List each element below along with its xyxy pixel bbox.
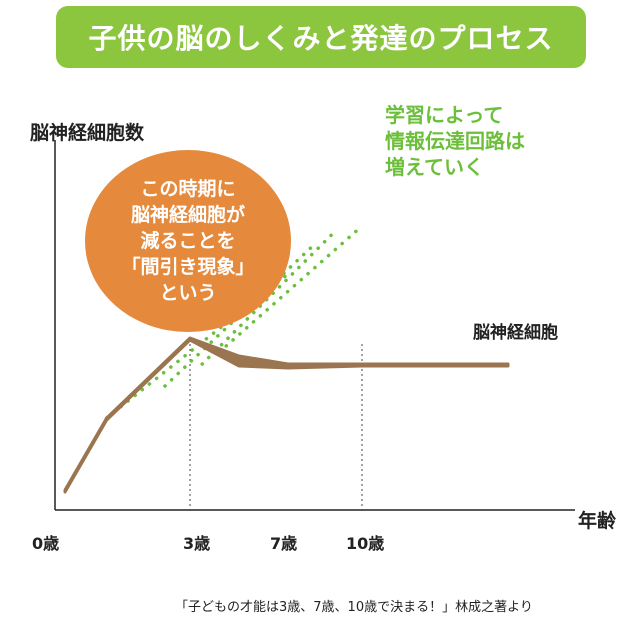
x-tick-3: 3歳 xyxy=(183,534,211,553)
title-banner: 子供の脳のしくみと発達のプロセス xyxy=(56,6,586,68)
callout-line-1: この時期に xyxy=(140,178,236,200)
x-tick-7: 7歳 xyxy=(270,534,298,553)
x-tick-0: 0歳 xyxy=(32,534,60,553)
y-axis-label: 脳神経細胞数 xyxy=(30,122,145,144)
source-citation: 「子どもの才能は3歳、7歳、10歳で決まる！」林成之著より xyxy=(175,600,533,615)
x-axis-label: 年齢 xyxy=(578,510,617,532)
x-tick-10: 10歳 xyxy=(346,534,385,553)
growth-line-2: 情報伝達回路は xyxy=(385,129,525,153)
callout-line-2: 脳神経細胞が xyxy=(130,204,245,226)
series-label-neurons: 脳神経細胞 xyxy=(473,323,558,343)
callout-line-5: という xyxy=(159,282,217,304)
chart-title: 子供の脳のしくみと発達のプロセス xyxy=(88,22,554,55)
growth-annotation: 学習によって 情報伝達回路は 増えていく xyxy=(385,102,525,180)
neuron-curve xyxy=(63,336,510,494)
pruning-callout: この時期に 脳神経細胞が 減ることを 「間引き現象」 という xyxy=(85,150,291,332)
growth-line-3: 増えていく xyxy=(385,155,484,179)
callout-line-3: 減ることを xyxy=(140,230,236,252)
growth-line-1: 学習によって xyxy=(385,103,504,127)
callout-line-4: 「間引き現象」 xyxy=(121,256,255,278)
